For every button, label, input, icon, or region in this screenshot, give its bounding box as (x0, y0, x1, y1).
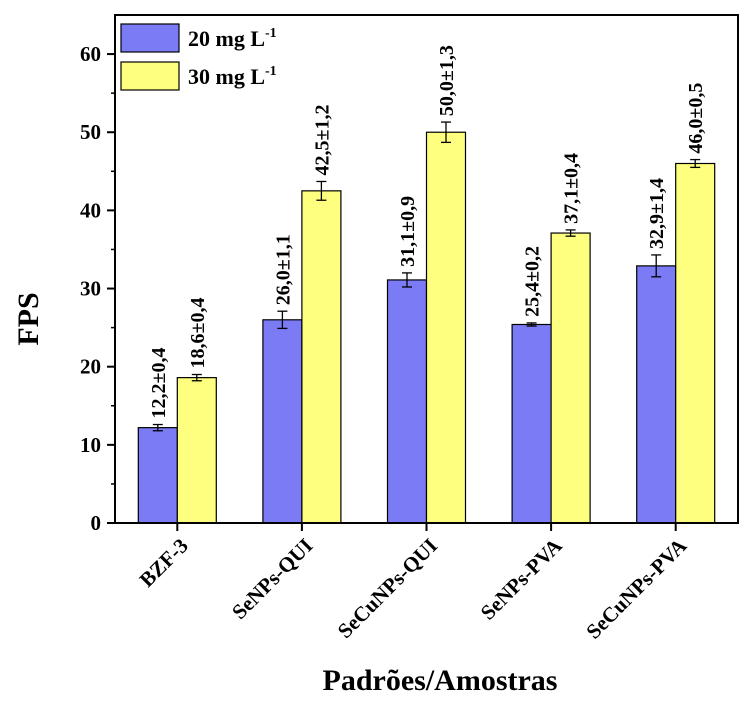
data-label: 18,6±0,4 (187, 298, 209, 369)
data-label: 25,4±0,2 (522, 246, 544, 317)
data-label: 37,1±0,4 (561, 153, 583, 224)
data-label: 26,0±1,1 (272, 234, 294, 305)
x-tick-label: SeCuNPs-PVA (581, 533, 692, 644)
y-tick-label: 50 (80, 120, 101, 144)
legend-swatch-30 (120, 61, 180, 91)
bar (176, 377, 217, 524)
y-axis-label: FPS (12, 292, 45, 345)
data-label: 32,9±1,4 (646, 178, 668, 249)
bar (675, 162, 716, 524)
y-tick-label: 60 (80, 42, 101, 66)
bar (550, 232, 591, 524)
y-axis-ticks: 0 10 20 30 40 50 60 (80, 42, 115, 535)
data-label: 50,0±1,3 (436, 45, 458, 116)
data-label: 42,5±1,2 (311, 104, 333, 175)
data-label: 31,1±0,9 (397, 196, 419, 267)
y-tick-label: 40 (80, 198, 101, 222)
x-axis-ticks: BZF-3 SeNPs-QUI SeCuNPs-QUI SeNPs-PVA SeCuNP… (135, 523, 692, 643)
bar (262, 319, 303, 524)
legend: 20 mg L-1 30 mg L-1 (120, 23, 277, 91)
bar (386, 279, 428, 524)
y-tick-label: 0 (91, 511, 102, 535)
data-label: 12,2±0,4 (148, 348, 170, 419)
data-labels-layer: 12,2±0,4 18,6±0,4 26,0±1,1 42,5±1,2 31,1±0,9… (148, 45, 707, 418)
legend-swatch-20 (120, 23, 180, 53)
bar (301, 190, 342, 524)
y-tick-label: 10 (80, 433, 101, 457)
bar (137, 427, 178, 524)
bar (511, 323, 552, 524)
error-bars-layer (152, 121, 701, 432)
x-tick-label: SeNPs-PVA (476, 533, 568, 625)
x-tick-label: SeNPs-QUI (227, 534, 317, 624)
x-axis-label: Padrões/Amostras (323, 664, 558, 697)
legend-label-30: 30 mg L-1 (188, 64, 277, 89)
y-tick-label: 30 (80, 277, 101, 301)
data-label: 46,0±0,5 (685, 83, 707, 154)
y-tick-label: 20 (80, 355, 101, 379)
bar (425, 131, 467, 524)
legend-label-20: 20 mg L-1 (188, 26, 277, 51)
bar (636, 265, 677, 524)
x-tick-label: BZF-3 (135, 534, 193, 592)
bars-layer (137, 131, 716, 524)
x-tick-label: SeCuNPs-QUI (333, 534, 442, 643)
